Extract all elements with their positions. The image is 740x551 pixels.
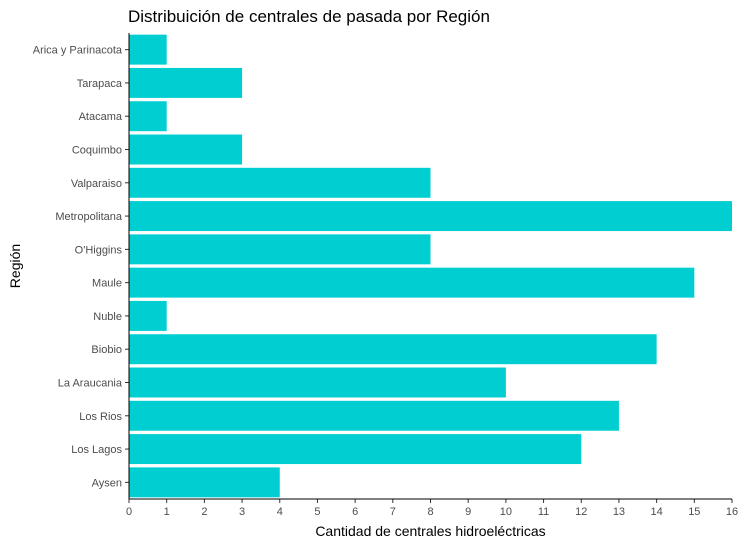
chart-title: Distribuición de centrales de pasada por… <box>128 7 490 26</box>
x-tick-label-9: 9 <box>465 506 471 518</box>
x-tick-label-10: 10 <box>500 506 512 518</box>
x-tick-label-4: 4 <box>277 506 283 518</box>
x-axis-title: Cantidad de centrales hidroeléctricas <box>315 523 545 539</box>
x-tick-label-3: 3 <box>239 506 245 518</box>
bar-6 <box>129 234 431 265</box>
bar-2 <box>129 101 167 132</box>
y-tick-label-4: Valparaiso <box>71 178 122 190</box>
x-tick-label-5: 5 <box>314 506 320 518</box>
x-axis-ticks: 0 1 2 3 4 5 6 7 8 9 10 11 12 13 14 15 16 <box>126 499 738 518</box>
y-tick-label-9: Biobio <box>91 344 122 356</box>
x-tick-label-6: 6 <box>352 506 358 518</box>
x-tick-label-16: 16 <box>726 506 738 518</box>
bar-10 <box>129 367 506 398</box>
x-tick-label-8: 8 <box>427 506 433 518</box>
bar-11 <box>129 400 619 431</box>
y-tick-label-0: Arica y Parinacota <box>33 45 123 57</box>
y-tick-label-3: Coquimbo <box>72 145 122 157</box>
x-tick-label-11: 11 <box>538 506 549 518</box>
bar-0 <box>129 34 167 65</box>
x-tick-label-15: 15 <box>688 506 700 518</box>
bar-12 <box>129 434 582 465</box>
y-tick-label-8: Nuble <box>93 311 122 323</box>
bars-group <box>129 34 732 498</box>
y-tick-label-7: Maule <box>92 278 122 290</box>
x-tick-label-12: 12 <box>575 506 587 518</box>
y-tick-label-13: Aysen <box>92 477 122 489</box>
bar-7 <box>129 267 695 298</box>
y-axis-ticks: Arica y Parinacota Tarapaca Atacama Coquimb… <box>33 45 129 489</box>
y-axis-title: Región <box>7 244 23 288</box>
y-tick-label-2: Atacama <box>79 111 123 123</box>
bar-8 <box>129 300 167 331</box>
x-tick-label-7: 7 <box>390 506 396 518</box>
y-tick-label-11: Los Rios <box>79 411 122 423</box>
y-tick-label-5: Metropolitana <box>55 211 123 223</box>
x-tick-label-1: 1 <box>164 506 170 518</box>
bar-1 <box>129 67 243 98</box>
y-tick-label-12: Los Lagos <box>71 444 122 456</box>
bar-3 <box>129 134 243 165</box>
bar-5 <box>129 201 732 232</box>
y-tick-label-6: O'Higgins <box>75 244 123 256</box>
x-tick-label-13: 13 <box>613 506 625 518</box>
bar-4 <box>129 167 431 198</box>
x-tick-label-14: 14 <box>651 506 663 518</box>
bar-13 <box>129 467 280 498</box>
x-tick-label-2: 2 <box>201 506 207 518</box>
y-tick-label-10: La Araucania <box>58 378 123 390</box>
x-tick-label-0: 0 <box>126 506 132 518</box>
bar-9 <box>129 334 657 365</box>
y-tick-label-1: Tarapaca <box>77 78 123 90</box>
